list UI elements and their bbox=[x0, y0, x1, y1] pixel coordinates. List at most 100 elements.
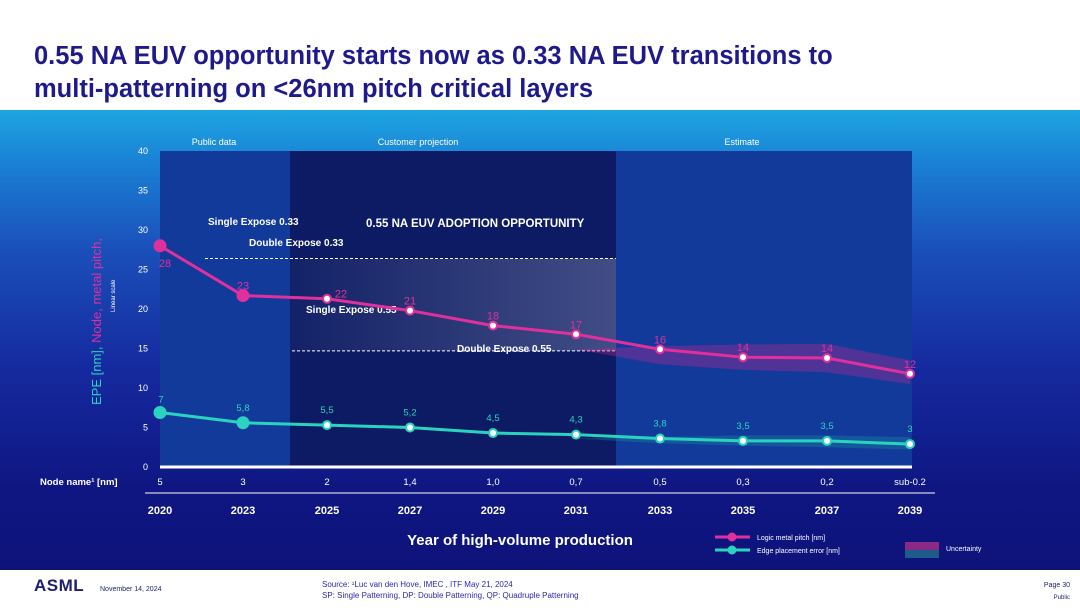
epe-data-label: 3,5 bbox=[736, 421, 749, 432]
logic-metal-pitch-point bbox=[655, 344, 665, 355]
logic-metal-pitch-point bbox=[488, 320, 498, 331]
x-tick-label: 2033 bbox=[648, 505, 672, 517]
section-label: Estimate bbox=[724, 137, 759, 147]
logic-metal-pitch-data-label: 21 bbox=[404, 296, 416, 308]
epe-point bbox=[905, 439, 915, 450]
y-tick-label: 25 bbox=[138, 265, 148, 275]
x-tick-label: 2035 bbox=[731, 505, 755, 517]
classification-label: Public bbox=[1053, 595, 1070, 601]
footer-date: November 14, 2024 bbox=[100, 586, 162, 593]
x-axis-label: Year of high-volume production bbox=[407, 532, 633, 549]
node-name-label: 0,2 bbox=[820, 477, 833, 488]
y-tick-label: 30 bbox=[138, 225, 148, 235]
x-tick-label: 2020 bbox=[148, 505, 172, 517]
epe-point bbox=[405, 422, 415, 433]
legend-uncertainty-epe-swatch bbox=[905, 550, 939, 558]
logic-metal-pitch-data-label: 28 bbox=[159, 258, 171, 270]
logic-metal-pitch-data-label: 12 bbox=[904, 359, 916, 371]
y-tick-label: 10 bbox=[138, 383, 148, 393]
panel-estimate bbox=[616, 151, 912, 467]
logic-metal-pitch-point bbox=[405, 305, 415, 316]
epe-point bbox=[655, 433, 665, 444]
y-axis-label-part: Node, metal pitch, bbox=[89, 238, 104, 343]
y-axis-scale-note: Linear scale bbox=[111, 279, 117, 312]
legend-uncertainty-logic-swatch bbox=[905, 542, 939, 550]
y-axis-label-part: EPE [nm], bbox=[89, 343, 104, 405]
y-tick-label: 15 bbox=[138, 344, 148, 354]
epe-point bbox=[236, 416, 250, 430]
epe-point bbox=[322, 420, 332, 431]
node-name-label: sub-0.2 bbox=[894, 477, 926, 488]
node-name-label: 2 bbox=[324, 477, 329, 488]
single-expose-055-label: Single Expose 0.55 bbox=[306, 305, 397, 316]
epe-data-label: 4,3 bbox=[569, 415, 582, 426]
epe-point bbox=[571, 429, 581, 440]
x-tick-label: 2027 bbox=[398, 505, 422, 517]
logic-metal-pitch-data-label: 22 bbox=[335, 289, 347, 301]
footer-abbreviations: SP: Single Patterning, DP: Double Patter… bbox=[322, 591, 579, 600]
logic-metal-pitch-data-label: 14 bbox=[737, 342, 749, 354]
epe-data-label: 4,5 bbox=[486, 413, 499, 424]
epe-data-label: 5,5 bbox=[320, 405, 333, 416]
section-label: Customer projection bbox=[378, 137, 459, 147]
epe-data-label: 3,5 bbox=[820, 421, 833, 432]
opportunity-region bbox=[290, 258, 616, 351]
epe-point bbox=[738, 435, 748, 446]
epe-point bbox=[822, 435, 832, 446]
node-name-label: 0,5 bbox=[653, 477, 666, 488]
logic-metal-pitch-data-label: 17 bbox=[570, 319, 582, 331]
node-name-label: 0,3 bbox=[736, 477, 749, 488]
logic-metal-pitch-point bbox=[738, 352, 748, 363]
x-tick-label: 2037 bbox=[815, 505, 839, 517]
node-name-label: 3 bbox=[240, 477, 245, 488]
legend-logic-marker bbox=[727, 532, 737, 542]
y-tick-label: 35 bbox=[138, 186, 148, 196]
y-axis-label: EPE [nm], Node, metal pitch, bbox=[89, 238, 104, 405]
logic-metal-pitch-point bbox=[571, 329, 581, 340]
node-name-label: 0,7 bbox=[569, 477, 582, 488]
x-tick-label: 2025 bbox=[315, 505, 339, 517]
single-expose-033-label: Single Expose 0.33 bbox=[208, 217, 299, 228]
epe-data-label: 5,8 bbox=[236, 403, 249, 414]
logic-metal-pitch-data-label: 14 bbox=[821, 343, 833, 355]
node-name-row-label: Node name¹ [nm] bbox=[40, 477, 118, 488]
slide-title: 0.55 NA EUV opportunity starts now as 0.… bbox=[34, 42, 833, 103]
double-expose-033-label: Double Expose 0.33 bbox=[249, 238, 344, 249]
x-tick-label: 2031 bbox=[564, 505, 588, 517]
legend-epe-marker bbox=[727, 545, 737, 555]
footer: ASML November 14, 2024 Source: ¹Luc van … bbox=[0, 570, 1080, 611]
page-number: Page 30 bbox=[1043, 582, 1070, 589]
logic-metal-pitch-data-label: 23 bbox=[237, 281, 249, 293]
epe-data-label: 7 bbox=[158, 394, 163, 405]
logic-metal-pitch-line bbox=[159, 244, 911, 376]
x-tick-label: 2023 bbox=[231, 505, 255, 517]
x-tick-label: 2039 bbox=[898, 505, 922, 517]
logic-metal-pitch-point bbox=[153, 239, 167, 253]
legend-uncertainty-label: Uncertainty bbox=[946, 546, 982, 553]
epe-data-label: 3,8 bbox=[653, 419, 666, 430]
epe-point bbox=[488, 428, 498, 439]
legend-epe-label: Edge placement error [nm] bbox=[757, 548, 840, 555]
node-name-label: 1,0 bbox=[486, 477, 499, 488]
y-tick-label: 40 bbox=[138, 146, 148, 156]
double-expose-055-label: Double Expose 0.55 bbox=[457, 344, 552, 355]
node-name-label: 5 bbox=[157, 477, 162, 488]
legend-logic-label: Logic metal pitch [nm] bbox=[757, 535, 825, 542]
y-tick-label: 20 bbox=[138, 304, 148, 314]
logic-metal-pitch-point bbox=[322, 293, 332, 304]
logic-metal-pitch-point bbox=[236, 289, 250, 303]
logic-metal-pitch-point bbox=[905, 368, 915, 379]
logic-metal-pitch-point bbox=[822, 352, 832, 363]
asml-logo: ASML bbox=[34, 576, 85, 595]
epe-line bbox=[159, 411, 911, 446]
x-tick-label: 2029 bbox=[481, 505, 505, 517]
logic-metal-pitch-data-label: 16 bbox=[654, 334, 666, 346]
y-tick-label: 5 bbox=[143, 423, 148, 433]
opportunity-label: 0.55 NA EUV ADOPTION OPPORTUNITY bbox=[366, 218, 585, 230]
footer-source: Source: ¹Luc van den Hove, IMEC , ITF Ma… bbox=[322, 580, 513, 589]
epe-point bbox=[153, 405, 167, 419]
y-tick-label: 0 bbox=[143, 462, 148, 472]
epe-data-label: 5,2 bbox=[403, 408, 416, 419]
logic-metal-pitch-data-label: 18 bbox=[487, 311, 499, 323]
